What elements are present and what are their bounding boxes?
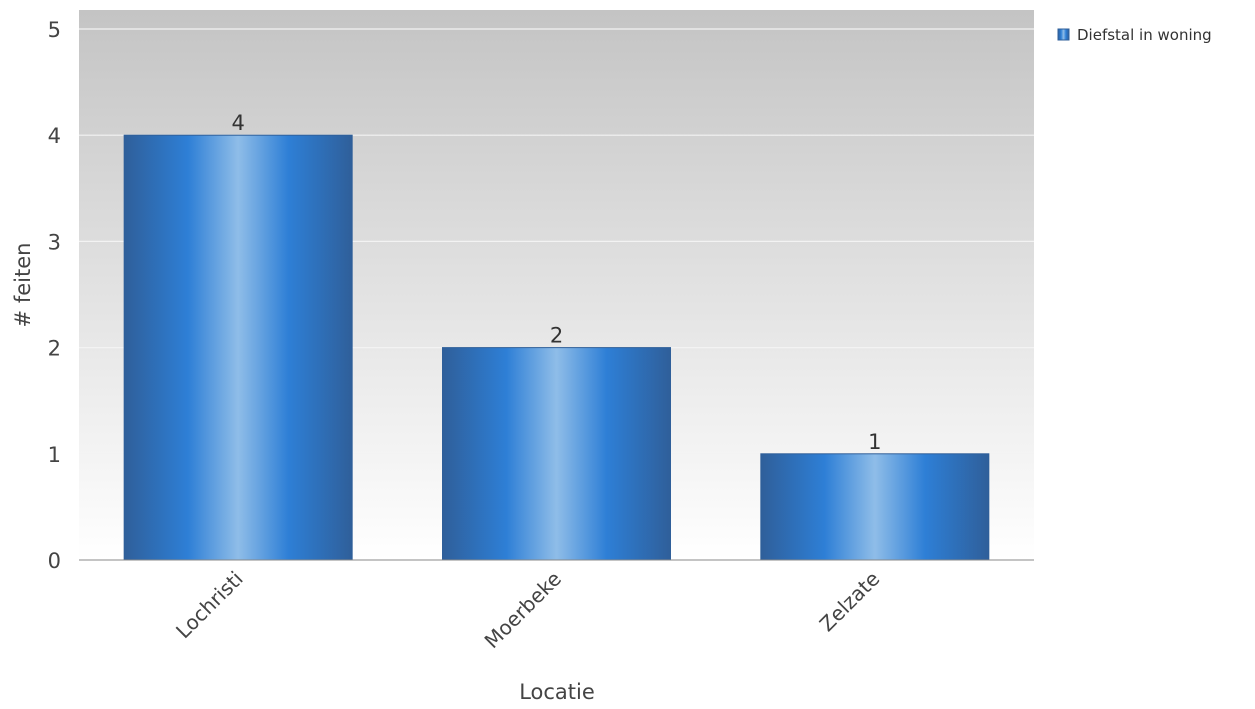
- bar-value-label: 1: [868, 430, 881, 454]
- y-tick-label: 5: [48, 18, 61, 42]
- legend: Diefstal in woning: [1057, 26, 1212, 44]
- bars: [123, 134, 990, 561]
- legend-label: Diefstal in woning: [1077, 26, 1212, 44]
- legend-swatch: [1057, 28, 1070, 41]
- y-axis-ticks: 0 1 2 3 4 5: [48, 18, 61, 573]
- y-tick-label: 0: [48, 549, 61, 573]
- x-tick-label: Zelzate: [815, 567, 885, 637]
- bar: [760, 453, 990, 561]
- y-tick-label: 4: [48, 124, 61, 148]
- bar: [442, 347, 671, 561]
- y-tick-label: 2: [48, 337, 61, 361]
- bar: [123, 134, 353, 561]
- x-axis-ticks: Lochristi Moerbeke Zelzate: [171, 567, 884, 653]
- x-axis-title: Locatie: [519, 680, 595, 704]
- y-axis-title: # feiten: [11, 243, 35, 328]
- x-tick-label: Moerbeke: [480, 567, 566, 653]
- x-tick-label: Lochristi: [171, 567, 248, 644]
- data-labels: 4 2 1: [231, 111, 881, 454]
- y-tick-label: 3: [48, 230, 61, 254]
- bar-value-label: 4: [231, 111, 244, 135]
- bar-value-label: 2: [550, 324, 563, 348]
- y-tick-label: 1: [48, 443, 61, 467]
